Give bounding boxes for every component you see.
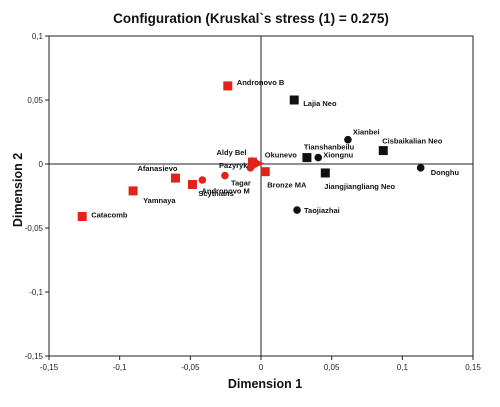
point-label: Taojiazhai	[304, 206, 340, 215]
point-marker-triangle	[251, 156, 264, 170]
point-marker-square	[223, 81, 233, 91]
y-tick-label: -0,05	[25, 224, 44, 233]
x-axis-label: Dimension 1	[228, 377, 302, 391]
point-marker-circle	[314, 153, 323, 162]
point-label: Bronze MA	[267, 181, 307, 190]
data-point: Donghu	[416, 164, 460, 177]
data-point: Tianshanbeilu	[302, 143, 355, 163]
data-point: Lajia Neo	[289, 95, 337, 108]
point-marker-square	[170, 173, 180, 183]
point-marker-circle	[416, 164, 425, 172]
point-marker-circle	[344, 135, 352, 144]
point-marker-square	[260, 167, 270, 177]
point-marker-square	[378, 146, 388, 156]
x-tick-label: 0,1	[397, 363, 409, 372]
point-label: Aldy Bel	[217, 148, 247, 157]
data-point: Bronze MA	[260, 167, 307, 190]
data-point: Jiangjiangliang Neo	[320, 168, 396, 191]
data-point: Okunevo	[251, 150, 298, 170]
point-label: Xiongnu	[323, 151, 353, 160]
data-point: Pazyryk	[219, 161, 255, 172]
point-marker-circle	[293, 206, 301, 214]
point-marker-square	[289, 95, 299, 105]
point-label: Afanasievo	[137, 164, 177, 173]
data-point: Xianbei	[344, 128, 380, 144]
point-marker-circle	[198, 176, 207, 184]
point-label: Cisbaikalian Neo	[382, 137, 442, 146]
point-label: Donghu	[431, 168, 460, 177]
data-point: Cisbaikalian Neo	[378, 137, 443, 156]
data-point: Taojiazhai	[293, 206, 340, 215]
y-tick-label: -0,15	[25, 352, 44, 361]
point-label: Tagar	[231, 179, 251, 188]
x-tick-label: 0,05	[324, 363, 340, 372]
data-point: Xiongnu	[314, 151, 354, 162]
y-axis-label: Dimension 2	[11, 153, 25, 227]
point-marker-square	[128, 186, 138, 196]
point-label: Lajia Neo	[303, 99, 337, 108]
point-marker-circle	[246, 164, 255, 172]
y-tick-label: 0	[39, 160, 44, 169]
data-point: Andronovo B	[223, 78, 285, 91]
x-tick-label: -0,15	[40, 363, 59, 372]
point-label: Jiangjiangliang Neo	[324, 182, 395, 191]
point-label: Yamnaya	[143, 196, 176, 205]
point-marker-square	[320, 168, 330, 178]
y-tick-label: 0,1	[32, 32, 44, 41]
point-label: Andronovo B	[237, 78, 285, 87]
point-marker-square	[77, 211, 87, 221]
point-label: Pazyryk	[219, 161, 248, 170]
data-point: Catacomb	[77, 210, 128, 221]
data-point: Tagar	[221, 171, 251, 188]
x-tick-label: -0,1	[113, 363, 127, 372]
point-label: Catacomb	[91, 210, 128, 219]
y-tick-label: 0,05	[27, 96, 43, 105]
x-tick-label: 0,15	[465, 363, 481, 372]
point-marker-square	[302, 153, 312, 163]
chart-title: Configuration (Kruskal`s stress (1) = 0.…	[113, 11, 389, 26]
y-tick-label: -0,1	[29, 288, 43, 297]
point-label: Okunevo	[265, 150, 298, 159]
point-label: Andronovo M	[201, 186, 249, 195]
point-label: Xianbei	[353, 128, 380, 137]
point-label: Scythians	[198, 189, 233, 198]
point-marker-square	[187, 179, 197, 189]
point-label: Tianshanbeilu	[304, 143, 355, 152]
x-tick-label: 0	[259, 363, 264, 372]
data-point: Andronovo M	[187, 179, 250, 195]
data-point: Afanasievo	[137, 164, 180, 183]
point-marker-circle	[221, 171, 229, 180]
x-tick-label: -0,05	[181, 363, 200, 372]
marks-layer: Andronovo B Lajia Neo XianbeiCisbaikalian …	[77, 78, 460, 221]
data-point: Scythians	[198, 176, 234, 198]
data-point: Yamnaya	[128, 186, 176, 205]
